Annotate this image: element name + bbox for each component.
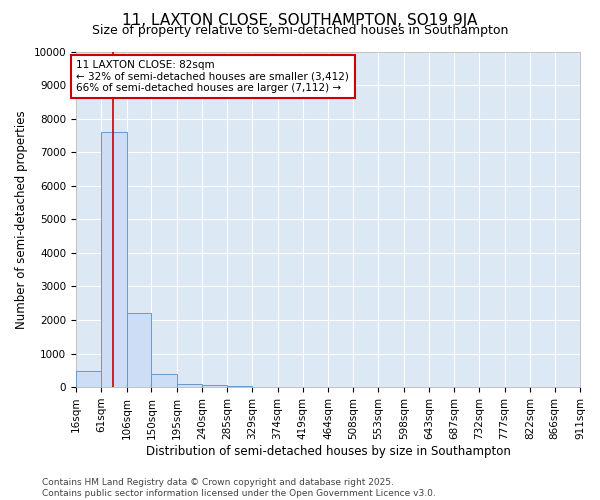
Bar (227, 386, 252, 387)
Bar (76, 370, 101, 387)
Text: Contains HM Land Registry data © Crown copyright and database right 2025.
Contai: Contains HM Land Registry data © Crown c… (42, 478, 436, 498)
Bar (127, 314, 151, 387)
Bar (101, 132, 127, 387)
Bar (202, 386, 227, 387)
Text: Size of property relative to semi-detached houses in Southampton: Size of property relative to semi-detach… (92, 24, 508, 37)
Text: 11 LAXTON CLOSE: 82sqm
← 32% of semi-detached houses are smaller (3,412)
66% of : 11 LAXTON CLOSE: 82sqm ← 32% of semi-det… (76, 60, 349, 93)
X-axis label: Distribution of semi-detached houses by size in Southampton: Distribution of semi-detached houses by … (146, 444, 511, 458)
Bar (177, 384, 202, 387)
Bar (151, 374, 177, 387)
Y-axis label: Number of semi-detached properties: Number of semi-detached properties (15, 110, 28, 328)
Text: 11, LAXTON CLOSE, SOUTHAMPTON, SO19 9JA: 11, LAXTON CLOSE, SOUTHAMPTON, SO19 9JA (122, 12, 478, 28)
